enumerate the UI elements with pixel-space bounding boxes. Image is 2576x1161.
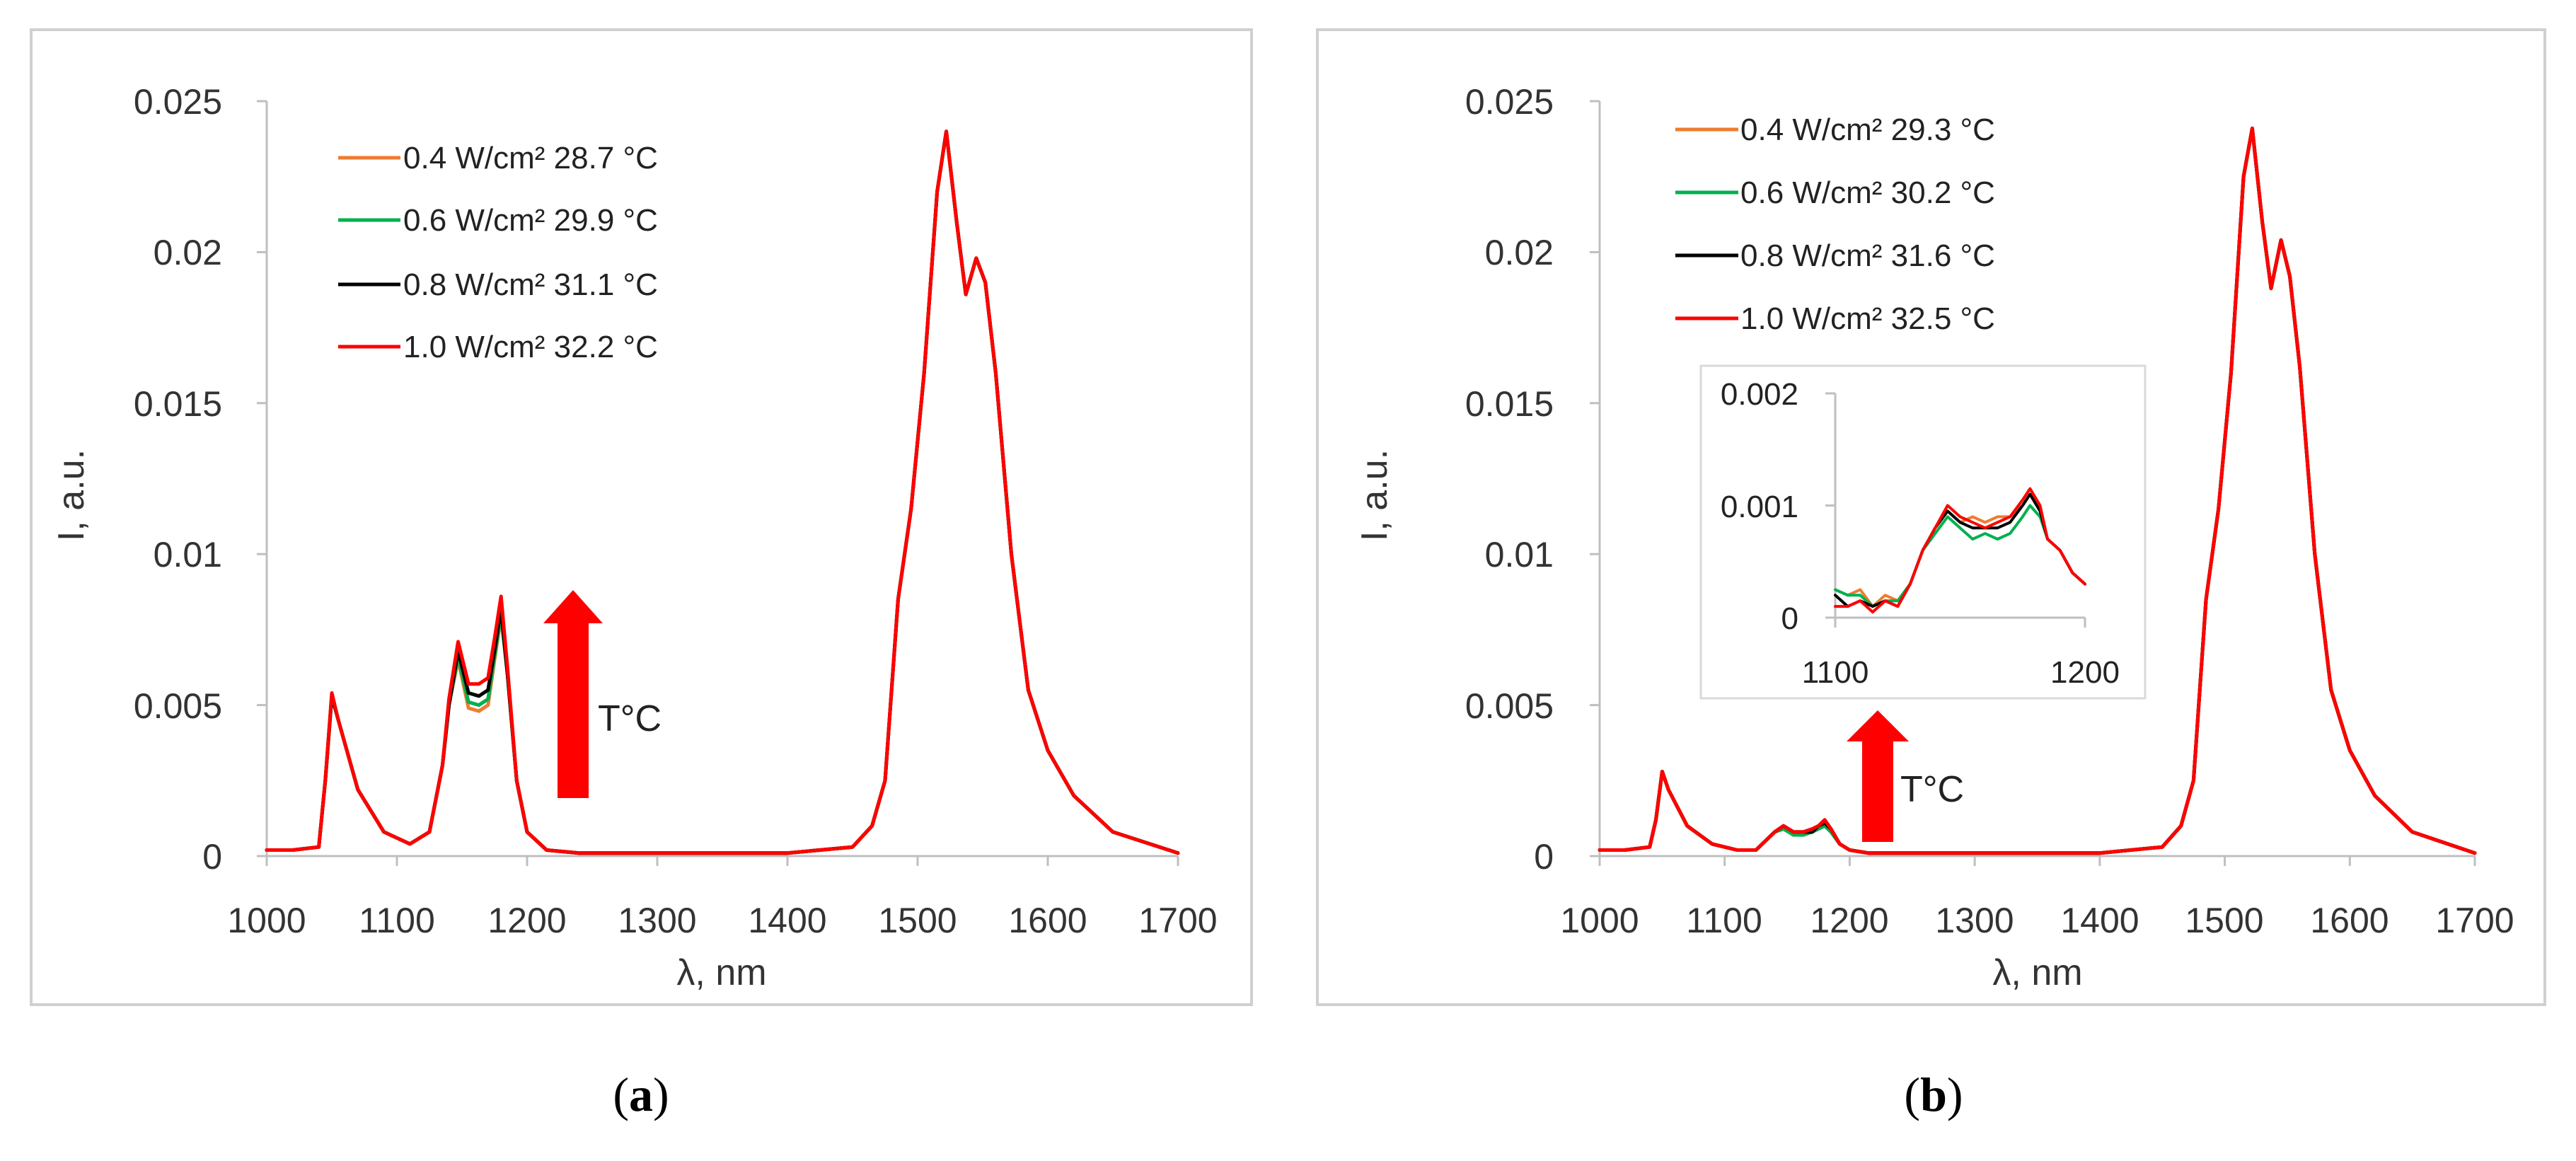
panel-b-xtick-4: 1400 [2060,901,2139,940]
panel-b-xtick-1: 1100 [1686,901,1762,940]
panel-a-ylabel: I, a.u. [51,449,92,541]
panel-a-ytick-1: 0.005 [134,686,222,726]
panel-b-temperature-arrow [1847,710,1909,842]
panel-a-frame [30,28,1253,1006]
panel-a-xtick-5: 1500 [878,901,957,940]
panel-b-legend: 0.4 W/cm² 29.3 °C 0.6 W/cm² 30.2 °C 0.8 … [1675,112,1995,336]
panel-b-arrow-label: T°C [1900,769,1964,810]
panel-a-xtick-2: 1200 [487,901,566,940]
panel-a-ytick-5: 0.025 [134,82,222,122]
panel-b-inset-ytick-1: 0.001 [1721,490,1798,524]
panel-b-xtick-3: 1300 [1935,901,2014,940]
panel-b-xlabel: λ, nm [1992,952,2082,993]
panel-a-xtick-6: 1600 [1008,901,1087,940]
panel-a-axes [257,100,1179,866]
panel-a-series-4-line [265,129,1180,855]
panel-a-xtick-0: 1000 [227,901,306,940]
panel-b-inset-ytick-0: 0 [1781,601,1798,636]
panel-b-ytick-5: 0.025 [1465,82,1554,122]
panel-a-temperature-arrow [543,590,603,798]
panel-b-ytick-1: 0.005 [1465,686,1554,726]
panel-b-inset-axes [1825,392,2086,628]
panel-a-xtick-1: 1100 [359,901,435,940]
panel-a-legend-label-4: 1.0 W/cm² 32.2 °C [403,330,658,364]
panel-a-legend-label-3: 0.8 W/cm² 31.1 °C [403,267,658,302]
panel-a-xtick-4: 1400 [748,901,826,940]
panel-b-xtick-2: 1200 [1810,901,1888,940]
panel-a-label: (a) [613,1068,669,1121]
panel-a-legend-label-1: 0.4 W/cm² 28.7 °C [403,141,658,175]
panel-a-xlabel: λ, nm [676,952,766,993]
panel-b-inset-xtick-0: 1100 [1802,655,1869,690]
panel-b-ytick-3: 0.015 [1465,384,1554,424]
panel-b-inset-xtick-1: 1200 [2050,655,2120,690]
panel-b-xtick-7: 1700 [2435,901,2514,940]
panel-b-ytick-4: 0.02 [1485,233,1554,272]
panel-a-xtick-7: 1700 [1138,901,1217,940]
panel-b-series-lines [1598,126,2477,855]
panel-b-inset-frame [1699,364,2147,700]
panel-a-legend: 0.4 W/cm² 28.7 °C 0.6 W/cm² 29.9 °C 0.8 … [338,141,658,364]
panel-b-legend-label-3: 0.8 W/cm² 31.6 °C [1740,238,1995,273]
panel-a-legend-label-2: 0.6 W/cm² 29.9 °C [403,203,658,238]
panel-b-xtick-5: 1500 [2185,901,2263,940]
panel-b-xtick-0: 1000 [1560,901,1639,940]
panel-b-inset-series-4-line [1834,487,2086,614]
panel-a-ytick-3: 0.015 [134,384,222,424]
panel-a-ytick-4: 0.02 [154,233,222,272]
panel-b-series-4-line [1598,126,2477,855]
panel-b-ylabel: I, a.u. [1354,449,1395,541]
panel-b-axes [1590,100,2476,866]
panel-a-ytick-0: 0 [202,837,222,877]
panel-b-ytick-2: 0.01 [1485,535,1554,574]
panel-a-ytick-2: 0.01 [154,535,222,574]
panel-b-legend-label-1: 0.4 W/cm² 29.3 °C [1740,112,1995,147]
panel-b-label: (b) [1904,1068,1963,1121]
panel-b-inset: 0 0.001 0.002 1100 1200 [1699,364,2147,700]
panel-a: 0 0.005 0.01 0.015 0.02 0.025 1000 1100 … [30,28,1253,1121]
panel-b-ytick-0: 0 [1534,837,1554,877]
panel-b-legend-label-2: 0.6 W/cm² 30.2 °C [1740,175,1995,210]
panel-a-arrow-label: T°C [598,698,662,739]
panel-b-legend-label-4: 1.0 W/cm² 32.5 °C [1740,301,1995,336]
panel-b-xtick-6: 1600 [2310,901,2389,940]
panel-b: 0 0.005 0.01 0.015 0.02 0.025 1000 1100 … [1316,28,2546,1121]
panel-b-inset-series-lines [1834,487,2086,614]
panel-a-xtick-3: 1300 [618,901,696,940]
panel-b-inset-ytick-2: 0.002 [1721,377,1798,412]
panel-a-series-lines [265,129,1180,855]
